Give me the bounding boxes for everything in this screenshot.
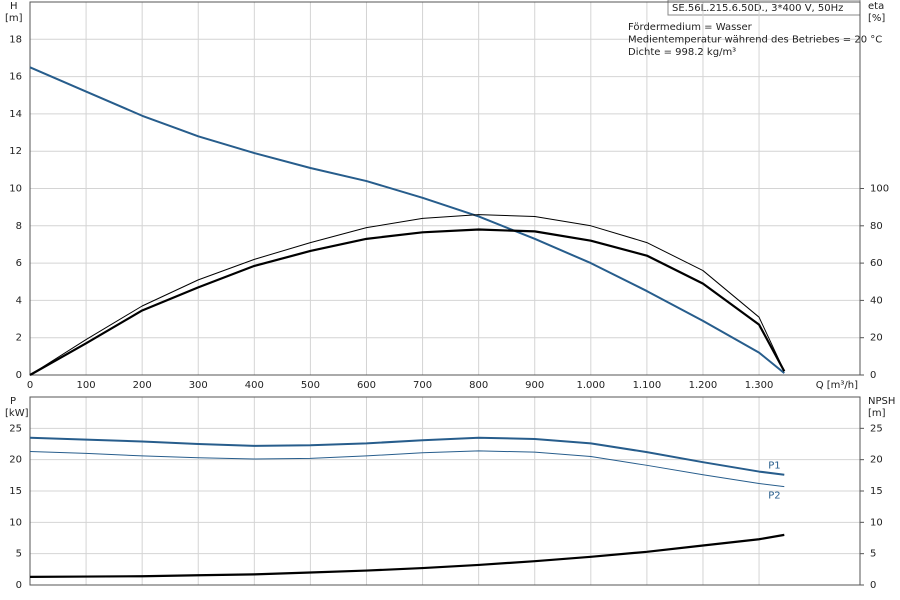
- annotation: Dichte = 998.2 kg/m³: [628, 47, 736, 58]
- y-tick-label: 14: [9, 109, 22, 120]
- y2-axis-label: eta: [868, 1, 884, 12]
- y2-axis-unit: [m]: [868, 408, 886, 419]
- series-line: [29, 450, 785, 488]
- series-line: [29, 533, 785, 578]
- x-tick-label: 1.200: [689, 380, 718, 391]
- x-tick-label: 500: [301, 380, 320, 391]
- y2-tick-label: 0: [870, 370, 876, 381]
- plot-frame: [29, 396, 861, 586]
- y2-tick-label: 20: [870, 455, 883, 466]
- annotation: Fördermedium = Wasser: [628, 22, 753, 33]
- y2-axis-label: NPSH: [868, 396, 895, 407]
- x-tick-label: 200: [133, 380, 152, 391]
- series-line: [29, 66, 785, 374]
- y2-tick-label: 100: [870, 184, 889, 195]
- y2-tick-label: 20: [870, 333, 883, 344]
- y-tick-label: 18: [9, 34, 22, 45]
- y2-tick-label: 15: [870, 486, 883, 497]
- x-tick-label: 700: [413, 380, 432, 391]
- y-axis-unit: [kW]: [5, 408, 29, 419]
- y-tick-label: 20: [9, 455, 22, 466]
- y2-tick-label: 40: [870, 295, 883, 306]
- y-tick-label: 8: [16, 221, 22, 232]
- series-line: [29, 228, 786, 376]
- annotation: Medientemperatur während des Betriebes =…: [628, 35, 882, 46]
- series-line: [29, 214, 785, 376]
- x-tick-label: 0: [27, 380, 33, 391]
- series-label: P2: [768, 491, 780, 502]
- y2-tick-label: 10: [870, 517, 883, 528]
- x-tick-label: 1.300: [745, 380, 774, 391]
- y-tick-label: 25: [9, 423, 22, 434]
- y2-tick-label: 0: [870, 580, 876, 591]
- x-axis-label: Q [m³/h]: [816, 380, 858, 391]
- y-axis-label: P: [10, 396, 16, 407]
- y-tick-label: 16: [9, 72, 22, 83]
- y-tick-label: 0: [16, 370, 22, 381]
- series-label: P1: [768, 461, 780, 472]
- y2-axis-unit: [%]: [868, 13, 885, 24]
- y-tick-label: 12: [9, 146, 22, 157]
- y-tick-label: 6: [16, 258, 22, 269]
- x-tick-label: 600: [357, 380, 376, 391]
- y-tick-label: 5: [16, 549, 22, 560]
- y-tick-label: 2: [16, 333, 22, 344]
- y-tick-label: 15: [9, 486, 22, 497]
- series-line: [29, 436, 785, 476]
- x-tick-label: 1.100: [633, 380, 662, 391]
- y-tick-label: 10: [9, 184, 22, 195]
- y-tick-label: 10: [9, 517, 22, 528]
- x-tick-label: 800: [469, 380, 488, 391]
- x-tick-label: 400: [245, 380, 264, 391]
- plot-frame: [29, 1, 861, 376]
- x-tick-label: 1.000: [576, 380, 605, 391]
- y2-tick-label: 60: [870, 258, 883, 269]
- chart-title: SE.56L.215.6.50D., 3*400 V, 50Hz: [672, 3, 843, 14]
- x-tick-label: 300: [189, 380, 208, 391]
- y-tick-label: 4: [16, 295, 22, 306]
- x-tick-label: 100: [77, 380, 96, 391]
- x-tick-label: 900: [525, 380, 544, 391]
- y2-tick-label: 80: [870, 221, 883, 232]
- y-axis-label: H: [10, 1, 18, 12]
- y2-tick-label: 5: [870, 549, 876, 560]
- y-tick-label: 0: [16, 580, 22, 591]
- y2-tick-label: 25: [870, 423, 883, 434]
- y-axis-unit: [m]: [5, 13, 23, 24]
